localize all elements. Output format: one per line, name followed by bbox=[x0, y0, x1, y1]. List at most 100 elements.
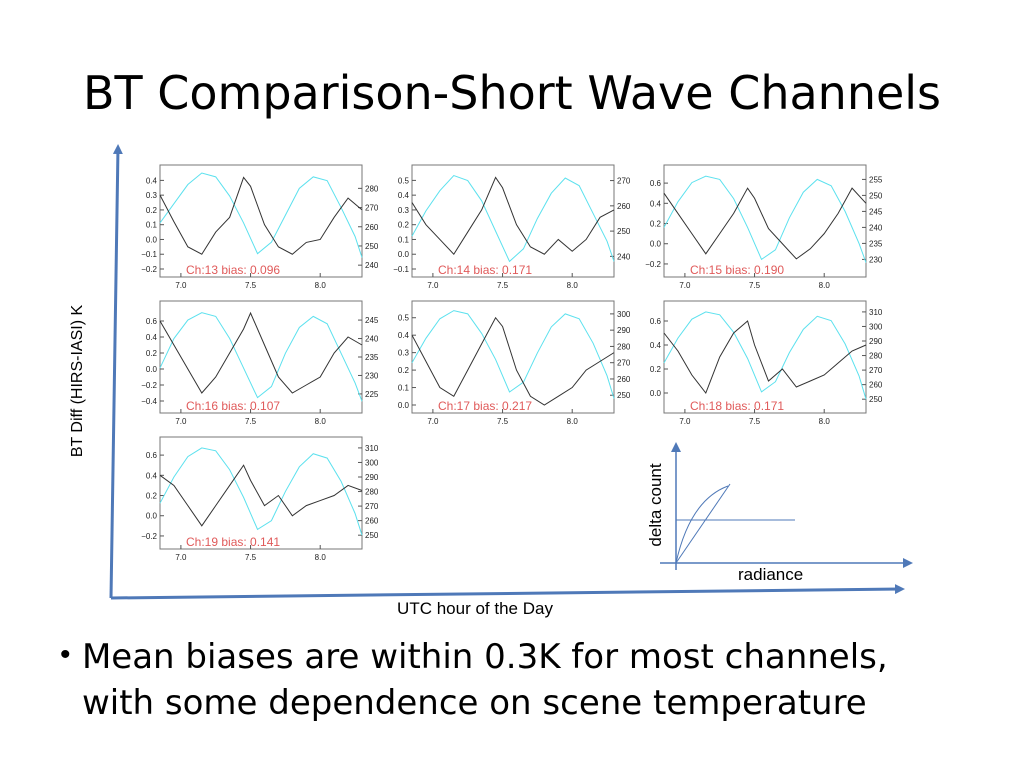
right-tick-label: 310 bbox=[869, 308, 883, 317]
right-tick-label: 240 bbox=[365, 335, 379, 344]
left-tick-label: 0.4 bbox=[146, 471, 158, 480]
bias-line bbox=[663, 187, 867, 260]
channel-bias-label: Ch:16 bias: 0.107 bbox=[186, 399, 280, 413]
x-tick-label: 7.5 bbox=[497, 417, 509, 426]
right-tick-label: 230 bbox=[365, 371, 379, 380]
right-tick-label: 250 bbox=[617, 391, 631, 400]
bias-line bbox=[411, 316, 615, 406]
x-tick-label: 8.0 bbox=[315, 553, 327, 562]
x-tick-label: 7.5 bbox=[245, 417, 257, 426]
left-tick-label: −0.2 bbox=[141, 532, 157, 541]
right-tick-label: 270 bbox=[365, 204, 379, 213]
right-tick-label: 260 bbox=[617, 375, 631, 384]
right-tick-label: 255 bbox=[869, 175, 883, 184]
scene-temperature-line bbox=[159, 447, 363, 536]
bullet-text: Mean biases are within 0.3K for most cha… bbox=[81, 637, 888, 723]
right-tick-label: 260 bbox=[869, 381, 883, 390]
channel-bias-label: Ch:17 bias: 0.217 bbox=[438, 399, 532, 413]
inset-curve bbox=[675, 485, 729, 564]
panel-ch-16: 0.6 0.4 0.2 0.0 −0.2 −0.4 245 240 235 230 225 7.0 7.… bbox=[141, 300, 379, 426]
bias-line bbox=[159, 464, 363, 527]
inset-y-label: delta count bbox=[646, 463, 665, 547]
x-tick-label: 7.0 bbox=[175, 417, 187, 426]
left-tick-label: 0.1 bbox=[146, 221, 158, 230]
right-tick-label: 260 bbox=[617, 202, 631, 211]
x-tick-label: 7.5 bbox=[497, 281, 509, 290]
bullet-item: • Mean biases are within 0.3K for most c… bbox=[60, 634, 960, 726]
panel-ch-14: 0.5 0.4 0.3 0.2 0.1 0.0 −0.1 270 260 250 240 7.0 7.5… bbox=[393, 164, 631, 290]
right-tick-label: 300 bbox=[869, 322, 883, 331]
right-tick-label: 280 bbox=[869, 352, 883, 361]
left-tick-label: 0.6 bbox=[650, 179, 662, 188]
x-axis-label: UTC hour of the Day bbox=[397, 599, 553, 618]
right-tick-label: 290 bbox=[365, 473, 379, 482]
panel-ch-15: 0.6 0.4 0.2 0.0 −0.2 255 250 245 240 235 230 7.0 7.5… bbox=[645, 164, 883, 290]
left-tick-label: 0.0 bbox=[650, 240, 662, 249]
scene-temperature-line bbox=[411, 310, 615, 399]
y-axis-label: BT Diff (HIRS-IASI) K bbox=[69, 304, 86, 458]
x-tick-label: 8.0 bbox=[819, 281, 831, 290]
right-tick-label: 235 bbox=[869, 239, 883, 248]
right-tick-label: 240 bbox=[869, 223, 883, 232]
left-tick-label: 0.2 bbox=[146, 206, 158, 215]
left-tick-label: 0.2 bbox=[650, 220, 662, 229]
left-tick-label: 0.6 bbox=[146, 317, 158, 326]
right-tick-label: 245 bbox=[365, 316, 379, 325]
right-tick-label: 270 bbox=[617, 177, 631, 186]
right-tick-label: 280 bbox=[617, 342, 631, 351]
right-tick-label: 245 bbox=[869, 207, 883, 216]
right-tick-label: 280 bbox=[365, 184, 379, 193]
right-tick-label: 235 bbox=[365, 353, 379, 362]
bias-line bbox=[663, 320, 867, 395]
panel-frame bbox=[411, 164, 615, 278]
channel-bias-label: Ch:15 bias: 0.190 bbox=[690, 263, 784, 277]
right-tick-label: 225 bbox=[365, 390, 379, 399]
x-tick-label: 7.0 bbox=[679, 281, 691, 290]
right-tick-label: 250 bbox=[365, 242, 379, 251]
left-tick-label: 0.2 bbox=[398, 366, 410, 375]
channel-bias-label: Ch:18 bias: 0.171 bbox=[690, 399, 784, 413]
x-tick-label: 7.5 bbox=[749, 281, 761, 290]
left-tick-label: −0.2 bbox=[645, 260, 661, 269]
left-tick-label: 0.4 bbox=[398, 191, 410, 200]
left-tick-label: −0.1 bbox=[141, 250, 157, 259]
left-tick-label: 0.1 bbox=[398, 235, 410, 244]
left-tick-label: 0.4 bbox=[398, 331, 410, 340]
panel-ch-17: 0.5 0.4 0.3 0.2 0.1 0.0 300 290 280 270 260 250 7.0 7… bbox=[398, 300, 631, 426]
left-tick-label: 0.0 bbox=[146, 512, 158, 521]
right-tick-label: 250 bbox=[365, 531, 379, 540]
right-tick-label: 300 bbox=[617, 310, 631, 319]
x-tick-label: 8.0 bbox=[567, 417, 579, 426]
left-tick-label: 0.6 bbox=[146, 451, 158, 460]
left-tick-label: 0.3 bbox=[146, 191, 158, 200]
left-tick-label: 0.2 bbox=[650, 365, 662, 374]
x-tick-label: 7.0 bbox=[175, 553, 187, 562]
right-tick-label: 310 bbox=[365, 444, 379, 453]
left-tick-label: 0.4 bbox=[650, 341, 662, 350]
x-tick-label: 7.5 bbox=[749, 417, 761, 426]
scene-temperature-line bbox=[411, 174, 615, 263]
left-tick-label: 0.0 bbox=[146, 235, 158, 244]
x-tick-label: 7.0 bbox=[427, 417, 439, 426]
channel-bias-label: Ch:19 bias: 0.141 bbox=[186, 535, 280, 549]
x-tick-label: 8.0 bbox=[567, 281, 579, 290]
x-tick-label: 7.5 bbox=[245, 281, 257, 290]
left-tick-label: 0.2 bbox=[146, 492, 158, 501]
right-tick-label: 290 bbox=[869, 337, 883, 346]
panel-frame bbox=[411, 300, 615, 414]
channel-bias-label: Ch:13 bias: 0.096 bbox=[186, 263, 280, 277]
left-tick-label: 0.4 bbox=[146, 176, 158, 185]
x-tick-label: 7.0 bbox=[679, 417, 691, 426]
bullet-marker-icon: • bbox=[60, 638, 71, 671]
right-tick-label: 250 bbox=[869, 191, 883, 200]
left-tick-label: 0.1 bbox=[398, 384, 410, 393]
right-tick-label: 250 bbox=[617, 227, 631, 236]
slide-title: BT Comparison-Short Wave Channels bbox=[82, 66, 942, 120]
figure-axes bbox=[109, 144, 905, 600]
left-tick-label: 0.5 bbox=[398, 314, 410, 323]
left-tick-label: −0.4 bbox=[141, 397, 157, 406]
left-tick-label: 0.0 bbox=[398, 401, 410, 410]
x-tick-label: 7.0 bbox=[175, 281, 187, 290]
panel-frame bbox=[159, 436, 363, 550]
scene-temperature-line bbox=[663, 311, 867, 400]
